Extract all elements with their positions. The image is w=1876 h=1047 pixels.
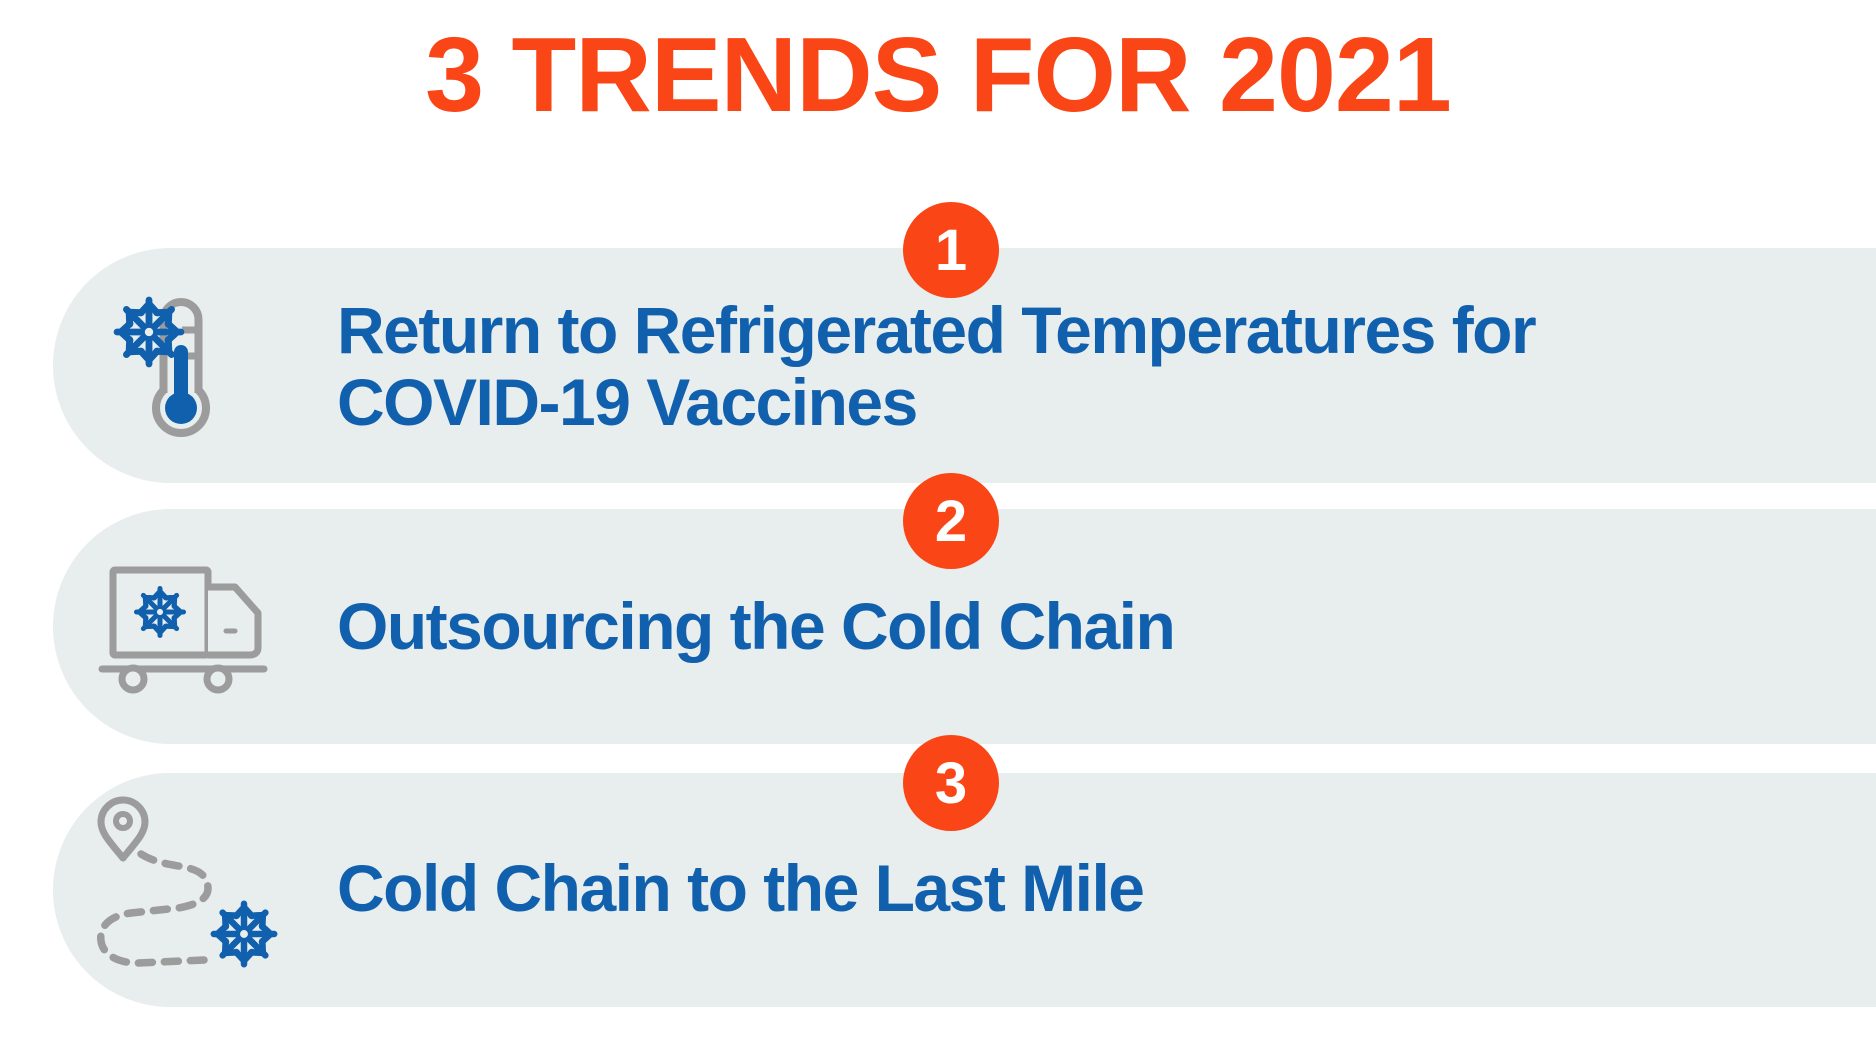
trend-1-number: 1 — [934, 217, 968, 283]
trend-3-headline: Cold Chain to the Last Mile — [337, 851, 1145, 925]
trend-3-number-badge: 3 — [903, 735, 999, 831]
trend-1-number-badge: 1 — [903, 202, 999, 298]
trend-2-number-badge: 2 — [903, 473, 999, 569]
page-title: 3 TRENDS FOR 2021 — [425, 16, 1452, 134]
trend-2-number: 2 — [934, 488, 968, 554]
trend-2-headline-line1: Outsourcing the Cold Chain — [337, 589, 1176, 663]
thermometer-snowflake-icon — [103, 296, 210, 437]
trend-1-headline-line2: COVID-19 Vaccines — [337, 365, 918, 439]
trend-2-headline: Outsourcing the Cold Chain — [337, 589, 1176, 663]
trend-3-headline-line1: Cold Chain to the Last Mile — [337, 851, 1145, 925]
trend-3-number: 3 — [934, 750, 968, 816]
route-last-mile-icon — [97, 796, 286, 982]
refrigerated-truck-icon — [98, 566, 268, 694]
trend-1-headline-line1: Return to Refrigerated Temperatures for — [337, 293, 1537, 367]
trend-1-headline: Return to Refrigerated Temperatures for … — [337, 293, 1537, 439]
